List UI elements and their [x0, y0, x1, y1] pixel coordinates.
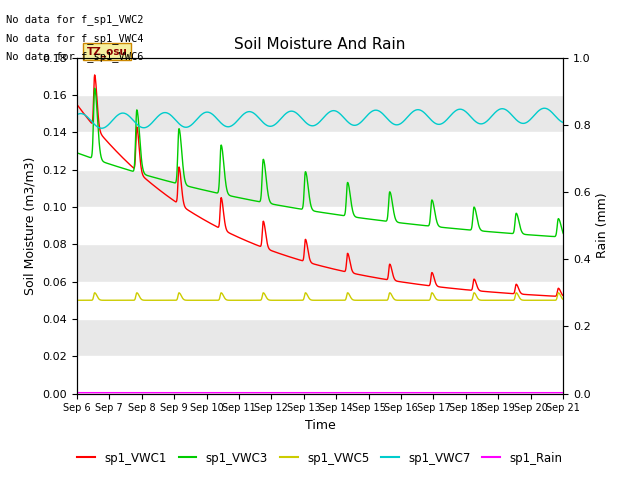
Bar — [77, 58, 563, 95]
Y-axis label: Rain (mm): Rain (mm) — [596, 193, 609, 258]
Text: TZ_osu: TZ_osu — [86, 46, 127, 57]
Bar — [77, 132, 563, 169]
Title: Soil Moisture And Rain: Soil Moisture And Rain — [234, 37, 406, 52]
Text: No data for f_sp1_VWC4: No data for f_sp1_VWC4 — [6, 33, 144, 44]
Y-axis label: Soil Moisture (m3/m3): Soil Moisture (m3/m3) — [24, 156, 36, 295]
Bar — [77, 356, 563, 394]
Text: No data for f_sp1_VWC2: No data for f_sp1_VWC2 — [6, 14, 144, 25]
Bar — [77, 207, 563, 244]
Text: No data for f_sp1_VWC6: No data for f_sp1_VWC6 — [6, 51, 144, 62]
Legend: sp1_VWC1, sp1_VWC3, sp1_VWC5, sp1_VWC7, sp1_Rain: sp1_VWC1, sp1_VWC3, sp1_VWC5, sp1_VWC7, … — [73, 447, 567, 469]
Bar — [77, 282, 563, 319]
X-axis label: Time: Time — [305, 419, 335, 432]
